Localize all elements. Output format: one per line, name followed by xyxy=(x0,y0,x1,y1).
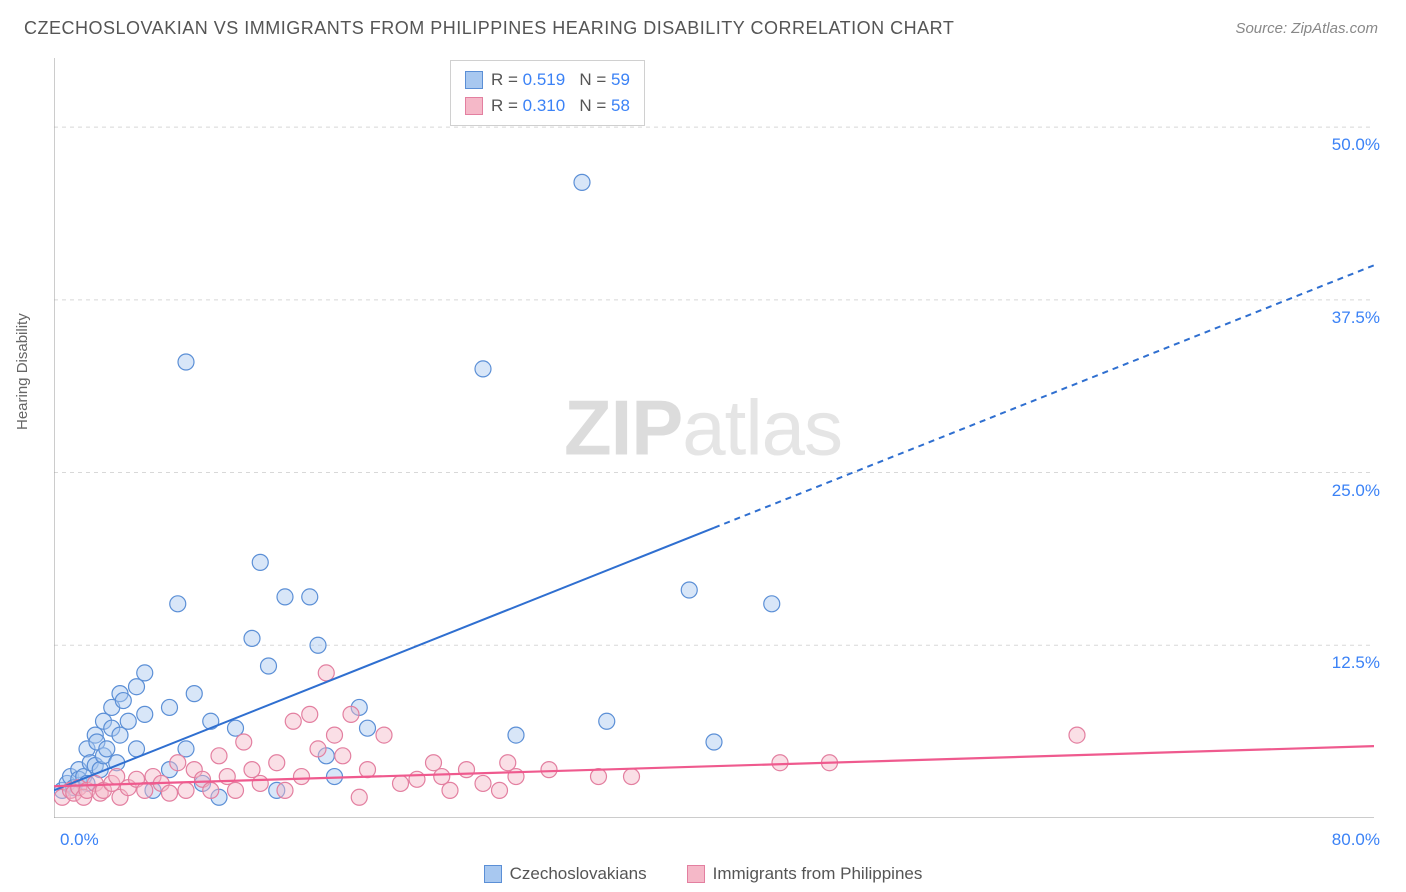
y-tick-label: 12.5% xyxy=(1332,653,1380,673)
scatter-plot xyxy=(54,58,1374,818)
series-legend-item-czech: Czechoslovakians xyxy=(484,864,647,884)
y-axis-label: Hearing Disability xyxy=(14,313,31,430)
y-tick-label: 25.0% xyxy=(1332,481,1380,501)
y-tick-label: 50.0% xyxy=(1332,135,1380,155)
legend-swatch-czech xyxy=(465,71,483,89)
chart-title: CZECHOSLOVAKIAN VS IMMIGRANTS FROM PHILI… xyxy=(24,18,954,39)
x-axis-max-label: 80.0% xyxy=(1332,830,1380,850)
legend-stats-phil: R = 0.310 N = 58 xyxy=(491,93,630,119)
legend-row-phil: R = 0.310 N = 58 xyxy=(465,93,630,119)
series-label-phil: Immigrants from Philippines xyxy=(713,864,923,884)
source-attribution: Source: ZipAtlas.com xyxy=(1235,20,1378,37)
x-axis-min-label: 0.0% xyxy=(60,830,99,850)
legend-row-czech: R = 0.519 N = 59 xyxy=(465,67,630,93)
series-label-czech: Czechoslovakians xyxy=(510,864,647,884)
legend-swatch-phil xyxy=(465,97,483,115)
legend-stats-czech: R = 0.519 N = 59 xyxy=(491,67,630,93)
series-legend: Czechoslovakians Immigrants from Philippi… xyxy=(0,864,1406,884)
y-tick-label: 37.5% xyxy=(1332,308,1380,328)
correlation-legend: R = 0.519 N = 59R = 0.310 N = 58 xyxy=(450,60,645,126)
series-legend-item-phil: Immigrants from Philippines xyxy=(687,864,923,884)
series-swatch-czech xyxy=(484,865,502,883)
series-swatch-phil xyxy=(687,865,705,883)
